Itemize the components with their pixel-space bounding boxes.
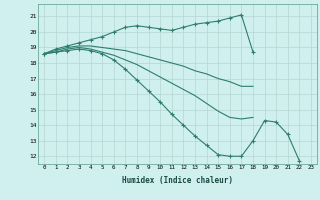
X-axis label: Humidex (Indice chaleur): Humidex (Indice chaleur): [122, 176, 233, 185]
